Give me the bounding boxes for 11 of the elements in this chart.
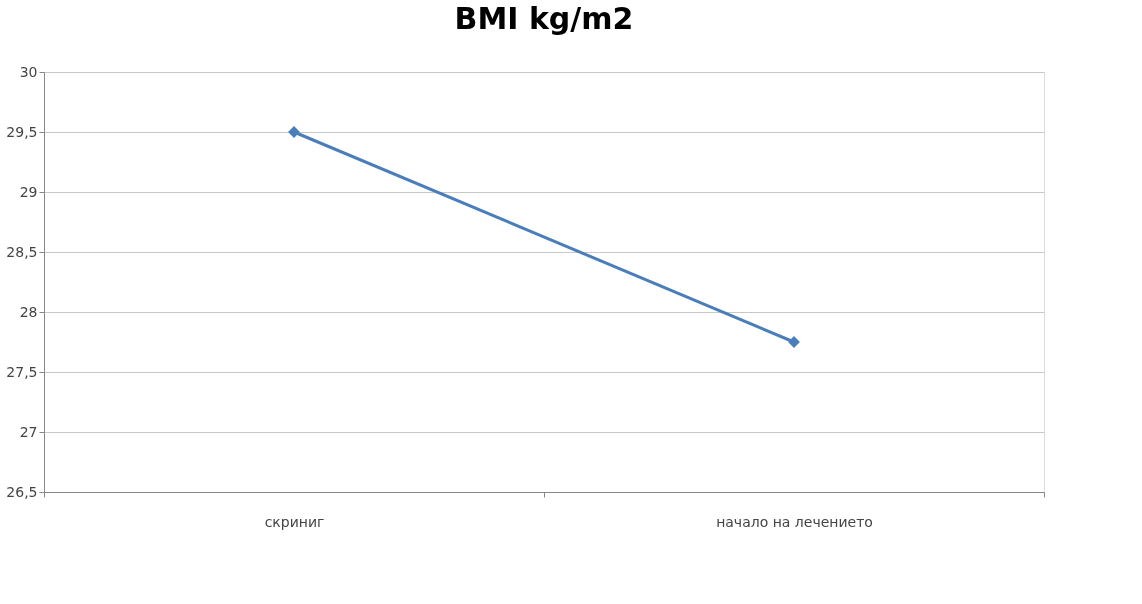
- x-tick-label: скриниг: [264, 513, 325, 530]
- y-tick-label: 30: [19, 63, 38, 80]
- x-tick-label: начало на лечението: [716, 513, 873, 530]
- y-tick-label: 28,5: [6, 243, 38, 260]
- chart-title: BMI kg/m2: [454, 1, 634, 36]
- y-tick-label: 29,5: [6, 123, 38, 140]
- y-tick-label: 27,5: [6, 363, 38, 380]
- y-tick-label: 28: [19, 303, 38, 320]
- y-tick-label: 29: [19, 183, 38, 200]
- y-tick-label: 27: [19, 423, 38, 440]
- y-tick-label: 26,5: [6, 483, 38, 500]
